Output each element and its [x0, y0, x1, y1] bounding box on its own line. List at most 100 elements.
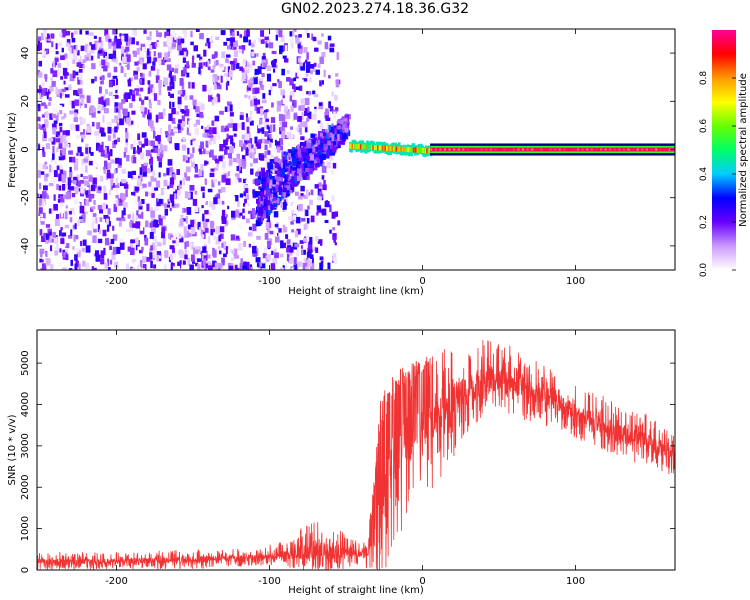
spectrogram-cell	[89, 49, 95, 54]
spectrogram-cell	[256, 53, 259, 57]
spectrogram-cell	[305, 73, 309, 77]
spectrogram-cell	[210, 149, 214, 158]
spectrogram-cell	[310, 189, 314, 196]
spectrogram-cell	[209, 212, 212, 217]
spectrogram-cell	[58, 122, 63, 127]
spectrogram-cell	[213, 178, 218, 183]
spectrogram-cell	[63, 252, 67, 259]
spectrogram-cell	[641, 148, 644, 151]
spectrogram-cell	[51, 113, 57, 119]
spectrogram-cell	[318, 140, 324, 148]
spectrogram-cell	[166, 38, 172, 46]
spectrogram-cell	[45, 143, 51, 150]
spectrogram-cell	[55, 214, 60, 222]
spectrogram-cell	[37, 193, 40, 199]
spectrogram-cell	[157, 194, 162, 202]
spectrogram-cell	[278, 166, 282, 171]
spectrogram-cell	[40, 219, 45, 225]
spectrogram-cell	[293, 87, 296, 93]
spectrogram-cell	[282, 98, 288, 104]
spectrogram-cell	[194, 205, 199, 213]
spectrogram-cell	[217, 245, 221, 250]
spectrogram-cell	[139, 72, 143, 77]
spectrogram-cell	[51, 30, 55, 35]
spectrogram-cell	[171, 75, 176, 82]
spectrogram-cell	[245, 193, 250, 200]
spectrogram-cell	[202, 221, 208, 229]
spectrogram-cell	[320, 148, 326, 153]
spectrogram-cell	[220, 75, 223, 83]
spectrogram-cell	[309, 164, 314, 170]
spectrogram-cell	[72, 177, 78, 183]
spectrogram-cell	[197, 221, 201, 230]
spectrogram-cell	[215, 158, 220, 164]
spectrogram-cell	[319, 157, 323, 164]
spectrogram-cell	[48, 231, 52, 237]
spectrogram-cell	[58, 185, 62, 191]
spectrogram-cell	[286, 131, 292, 138]
spectrogram-cell	[270, 193, 273, 198]
spectrogram-cell	[254, 104, 258, 111]
spectrogram-cell	[73, 49, 77, 55]
spectrogram-cell	[291, 180, 294, 185]
spectrogram-cell	[88, 146, 91, 154]
spectrogram-cell	[49, 264, 54, 270]
spectrogram-cell	[147, 48, 150, 56]
spectrogram-cell	[138, 140, 142, 145]
spectrogram-cell	[321, 138, 325, 144]
spectrogram-cell	[211, 54, 216, 59]
spectrogram-cell	[216, 82, 220, 86]
spectrogram-cell	[288, 176, 291, 182]
spectrogram-cell	[134, 261, 139, 266]
spectrogram-cell	[191, 82, 195, 89]
spectrogram-cell	[198, 81, 203, 87]
spectrogram-cell	[114, 95, 119, 99]
spectrogram-cell	[315, 146, 318, 151]
spectrogram-cell	[50, 46, 56, 52]
spectrogram-cell	[101, 50, 106, 56]
spectrogram-cell	[313, 108, 317, 114]
spectrogram-cell	[41, 191, 47, 199]
spectrogram-cell	[260, 187, 264, 192]
spectrogram-cell	[288, 152, 291, 158]
spectrogram-cell	[227, 153, 233, 159]
spectrogram-cell	[186, 249, 190, 255]
spectrogram-cell	[332, 253, 337, 261]
spectrogram-cell	[322, 132, 326, 138]
spectrogram-cell	[212, 155, 217, 161]
spectrogram-cell	[124, 181, 128, 189]
spectrogram-cell	[80, 105, 84, 111]
snr-x-label: Height of straight line (km)	[288, 585, 424, 596]
spectrogram-cell	[273, 229, 278, 237]
spectrogram-cell	[303, 78, 308, 82]
spectrogram-cell	[74, 263, 78, 270]
spectrogram-cell	[56, 147, 59, 153]
spectrogram-cell	[260, 108, 263, 116]
spectrogram-cell	[112, 133, 116, 141]
spectrogram-cell	[171, 107, 176, 115]
spectrogram-cell	[152, 87, 155, 96]
spectrogram-cell	[229, 104, 233, 112]
spectrogram-cell	[52, 153, 55, 160]
spectrogram-cell	[272, 179, 276, 185]
spectrogram-cell	[162, 237, 166, 246]
spectrogram-cell	[309, 237, 313, 245]
spectrogram-cell	[164, 250, 169, 258]
spectrogram-cell	[335, 80, 340, 88]
spectrogram-cell	[76, 249, 81, 258]
spectrogram-cell	[105, 55, 109, 63]
spectrogram-cell	[290, 221, 294, 225]
spectrogram-cell	[549, 148, 552, 151]
spectrogram-cell	[69, 110, 74, 115]
spectrogram-cell	[192, 99, 197, 106]
spectrogram-cell	[103, 258, 108, 264]
spectrogram-cell	[286, 253, 290, 262]
spectrogram-cell	[151, 193, 155, 198]
spectrogram-cell	[223, 127, 227, 132]
spectrogram-cell	[321, 52, 326, 58]
spectrogram-cell	[176, 169, 182, 175]
spectrogram-cell	[215, 36, 220, 40]
spectrogram-cell	[237, 123, 242, 129]
spectrogram-cell	[196, 101, 202, 106]
spectrogram-cell	[137, 196, 141, 202]
